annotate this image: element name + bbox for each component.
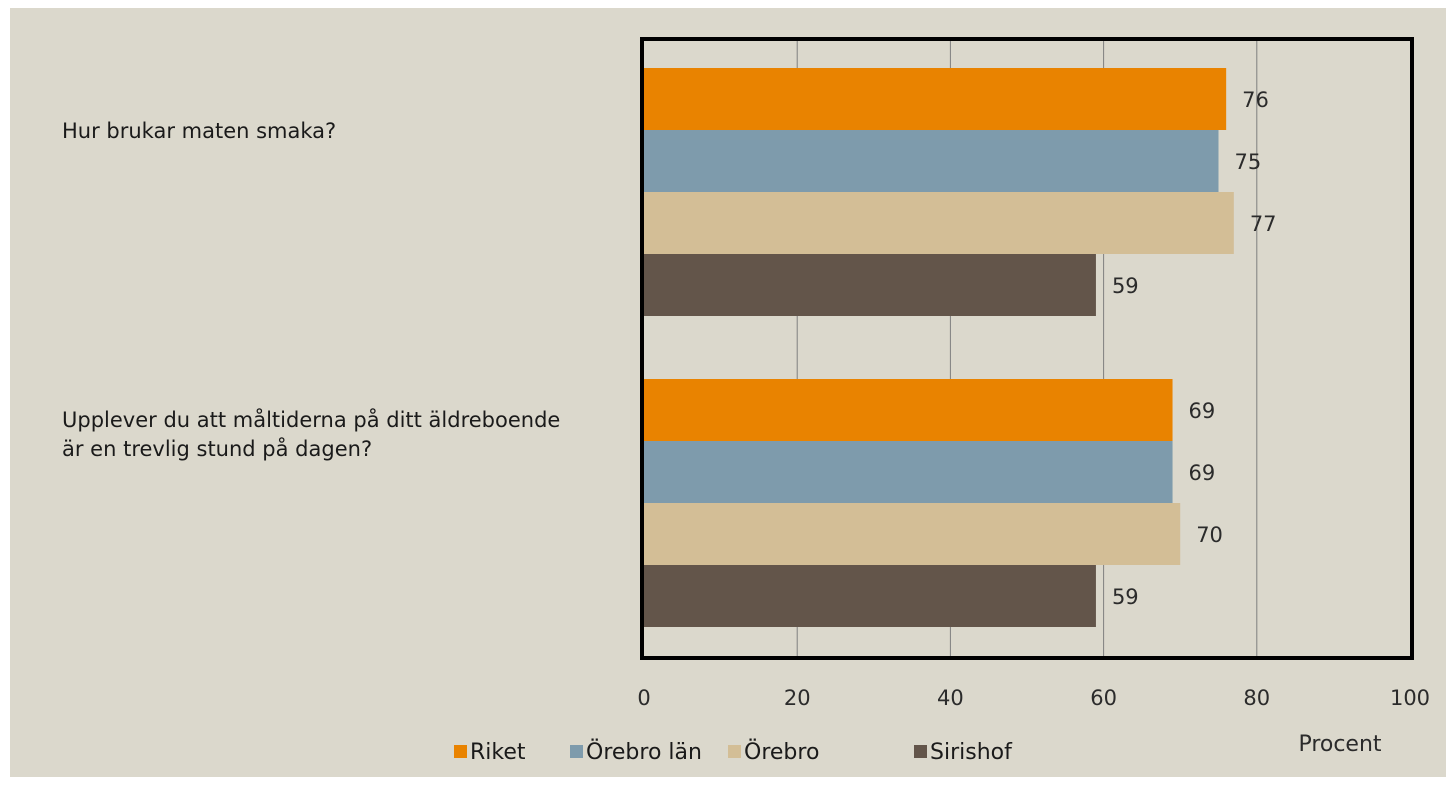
- value-labels: 76 75 77 59 69 69 70 59: [1112, 88, 1277, 609]
- x-tick-label: 20: [784, 686, 811, 710]
- legend-swatch: [914, 745, 927, 758]
- bar-2-örebro: [644, 503, 1181, 565]
- x-axis-title: Procent: [1298, 732, 1381, 757]
- bar-2-sirishof: [644, 565, 1096, 627]
- legend: Riket Örebro län Örebro Sirishof: [454, 739, 1013, 765]
- x-tick-labels: 0 20 40 60 80 100: [637, 686, 1430, 710]
- legend-entry: Örebro län: [586, 739, 702, 765]
- bar-2-örebro-län: [644, 441, 1173, 503]
- data-label: 69: [1189, 461, 1216, 485]
- bar-1-riket: [644, 68, 1227, 130]
- data-label: 77: [1250, 212, 1277, 236]
- data-label: 59: [1112, 585, 1139, 609]
- bars: [644, 68, 1234, 627]
- data-label: 59: [1112, 274, 1139, 298]
- bar-1-örebro: [644, 192, 1234, 254]
- legend-swatch: [454, 745, 467, 758]
- legend-entry: Sirishof: [930, 740, 1013, 765]
- x-tick-label: 80: [1243, 686, 1270, 710]
- category-label-2: Upplever du att måltiderna på ditt äldre…: [62, 408, 561, 461]
- legend-entry: Örebro: [744, 739, 819, 765]
- category-label-1: Hur brukar maten smaka?: [62, 119, 337, 143]
- bar-2-riket: [644, 379, 1173, 441]
- legend-entry: Riket: [470, 740, 526, 765]
- chart-container: Hur brukar maten smaka? Upplever du att …: [10, 8, 1446, 777]
- x-tick-label: 60: [1090, 686, 1117, 710]
- data-label: 70: [1196, 523, 1223, 547]
- bar-1-örebro-län: [644, 130, 1219, 192]
- data-label: 75: [1235, 150, 1262, 174]
- x-tick-label: 100: [1390, 686, 1430, 710]
- legend-swatch: [570, 745, 583, 758]
- legend-swatch: [728, 745, 741, 758]
- x-tick-label: 40: [937, 686, 964, 710]
- plot-frame: [640, 37, 1414, 660]
- x-tick-label: 0: [637, 686, 650, 710]
- data-label: 69: [1189, 399, 1216, 423]
- bar-chart: 76 75 77 59 69 69 70 59 0 20 40 60 80 100 Procent Ri…: [454, 37, 1430, 765]
- data-label: 76: [1242, 88, 1269, 112]
- bar-1-sirishof: [644, 254, 1096, 316]
